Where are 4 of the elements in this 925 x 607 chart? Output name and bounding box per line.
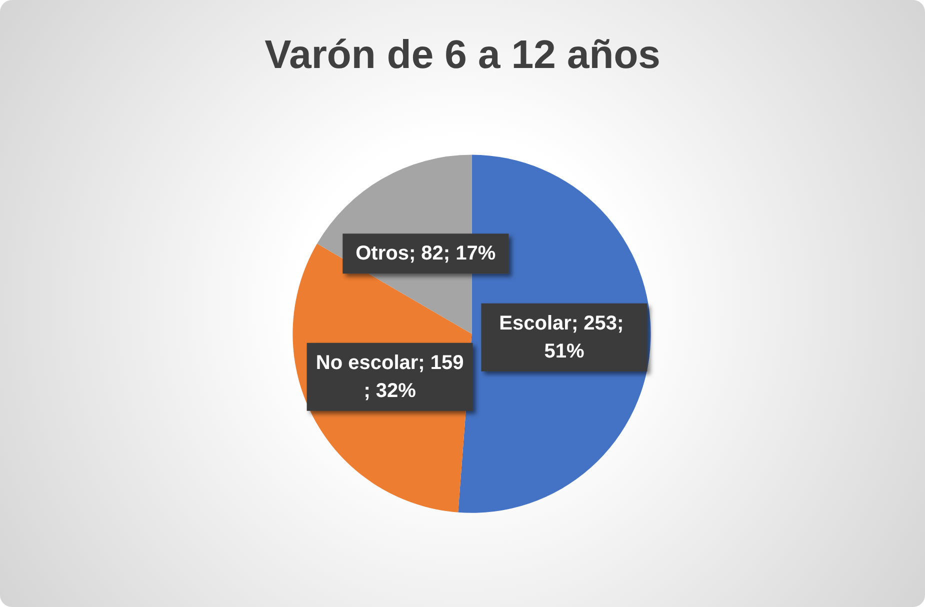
slice-label: Otros; 82; 17% <box>356 242 496 265</box>
chart-title: Varón de 6 a 12 años <box>264 33 660 77</box>
slice-label: Escolar; 253; 51% <box>499 312 630 362</box>
slice-label: No escolar; 159; 32% <box>316 352 464 402</box>
